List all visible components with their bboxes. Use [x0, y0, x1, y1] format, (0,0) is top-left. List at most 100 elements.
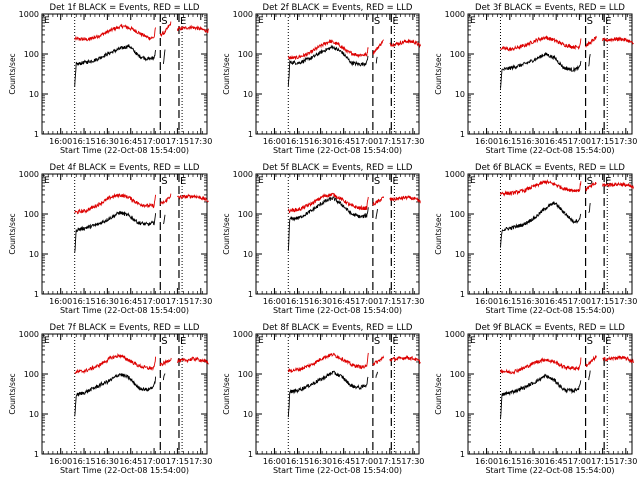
x-tick-label: 17:15 — [378, 297, 401, 306]
panel-title: Det 8f BLACK = Events, RED = LLD — [263, 323, 413, 333]
x-tick-label: 17:15 — [166, 137, 189, 146]
x-tick-label: 17:00 — [568, 137, 591, 146]
marker-S-label: S — [161, 16, 167, 27]
x-tick-label: 16:30 — [96, 457, 119, 466]
y-tick-label: 100 — [450, 210, 465, 219]
x-tick-label: 16:45 — [545, 457, 568, 466]
series-lld-line — [287, 352, 369, 374]
x-tick-label: 17:00 — [568, 457, 591, 466]
x-tick-label: 17:30 — [401, 457, 424, 466]
x-tick-label: 16:45 — [119, 457, 142, 466]
series-lld-line — [500, 357, 582, 375]
x-tick-label: 17:30 — [401, 297, 424, 306]
corner-e-label: E — [258, 176, 264, 186]
series-lld-line — [585, 35, 597, 48]
y-tick-label: 100 — [238, 370, 253, 379]
series-lld-line — [500, 35, 582, 52]
series-lld-line — [159, 21, 172, 37]
x-tick-label: 16:00 — [49, 457, 72, 466]
x-tick-label: 17:15 — [591, 297, 614, 306]
series-events-line — [162, 214, 166, 225]
x-tick-label: 17:00 — [143, 457, 166, 466]
y-tick-label: 1000 — [445, 330, 465, 339]
marker-E-label: E — [180, 336, 186, 347]
panel-det-9: Det 9f BLACK = Events, RED = LLD 1 10 100 10… — [434, 323, 637, 475]
plot-frame — [255, 13, 420, 135]
panel-title: Det 6f BLACK = Events, RED = LLD — [475, 163, 625, 173]
marker-E-label: E — [392, 336, 398, 347]
marker-E-label: E — [605, 16, 611, 27]
x-tick-label: 16:00 — [475, 457, 498, 466]
series-lld-line — [159, 193, 172, 205]
plot-frame — [467, 13, 633, 135]
marker-S-label: S — [587, 176, 593, 187]
x-axis-label: Start Time (22-Oct-08 15:54:00) — [60, 146, 189, 155]
panel-title: Det 4f BLACK = Events, RED = LLD — [50, 163, 200, 173]
y-tick-label: 1000 — [19, 170, 39, 179]
y-tick-label: 100 — [238, 210, 253, 219]
x-tick-label: 17:00 — [355, 457, 378, 466]
x-tick-label: 16:00 — [475, 297, 498, 306]
x-tick-label: 16:45 — [119, 137, 142, 146]
corner-e-label: E — [258, 16, 264, 26]
series-lld-line — [602, 355, 634, 364]
y-tick-label: 1 — [34, 130, 39, 139]
x-axis-label: Start Time (22-Oct-08 15:54:00) — [273, 306, 402, 315]
x-tick-label: 16:15 — [286, 457, 309, 466]
y-tick-label: 1000 — [233, 330, 253, 339]
panel-title: Det 2f BLACK = Events, RED = LLD — [263, 3, 413, 13]
x-tick-label: 17:30 — [189, 137, 212, 146]
x-tick-label: 17:00 — [143, 297, 166, 306]
y-tick-label: 1 — [248, 290, 253, 299]
x-tick-label: 16:15 — [498, 297, 521, 306]
x-tick-label: 16:30 — [309, 457, 332, 466]
x-tick-label: 16:00 — [263, 297, 286, 306]
series-lld-line — [602, 36, 634, 45]
series-events-line — [287, 370, 369, 418]
marker-E-label: E — [180, 16, 186, 27]
y-tick-label: 1000 — [445, 170, 465, 179]
x-axis-label: Start Time (22-Oct-08 15:54:00) — [485, 466, 614, 475]
series-lld-line — [177, 193, 209, 203]
corner-e-label: E — [470, 16, 476, 26]
x-tick-label: 16:45 — [332, 137, 355, 146]
x-tick-label: 16:00 — [49, 137, 72, 146]
plot-frame — [41, 13, 208, 135]
series-events-line — [500, 373, 582, 420]
series-lld-line — [602, 181, 634, 190]
x-tick-label: 16:15 — [498, 137, 521, 146]
series-events-line — [74, 373, 157, 417]
x-tick-label: 16:45 — [545, 137, 568, 146]
x-tick-label: 16:45 — [545, 297, 568, 306]
y-tick-label: 100 — [24, 370, 39, 379]
x-axis-label: Start Time (22-Oct-08 15:54:00) — [273, 466, 402, 475]
series-events-line — [162, 49, 166, 64]
x-axis-label: Start Time (22-Oct-08 15:54:00) — [485, 306, 614, 315]
x-axis-label: Start Time (22-Oct-08 15:54:00) — [60, 466, 189, 475]
y-tick-label: 10 — [455, 410, 465, 419]
x-axis-label: Start Time (22-Oct-08 15:54:00) — [273, 146, 402, 155]
corner-e-label: E — [470, 336, 476, 346]
series-events-line — [287, 44, 369, 87]
series-lld-line — [287, 192, 369, 214]
panel-det-3: Det 3f BLACK = Events, RED = LLD 1 10 100 10… — [434, 3, 637, 155]
panel-det-4: Det 4f BLACK = Events, RED = LLD 1 10 100 10… — [8, 163, 212, 315]
corner-e-label: E — [44, 176, 50, 186]
marker-E-label: E — [392, 16, 398, 27]
y-tick-label: 1 — [460, 290, 465, 299]
series-lld-line — [74, 23, 157, 42]
x-tick-label: 16:45 — [332, 297, 355, 306]
x-tick-label: 16:30 — [96, 297, 119, 306]
panel-det-7: Det 7f BLACK = Events, RED = LLD 1 10 100 10… — [8, 323, 212, 475]
y-tick-label: 10 — [455, 250, 465, 259]
y-tick-label: 1000 — [233, 170, 253, 179]
y-tick-label: 100 — [24, 210, 39, 219]
y-axis-label: Counts/sec — [8, 213, 17, 254]
series-events-line — [74, 210, 157, 253]
series-lld-line — [585, 355, 597, 368]
series-lld-line — [372, 39, 384, 56]
series-events-line — [74, 44, 157, 87]
x-tick-label: 17:00 — [355, 297, 378, 306]
marker-E-label: E — [392, 176, 398, 187]
